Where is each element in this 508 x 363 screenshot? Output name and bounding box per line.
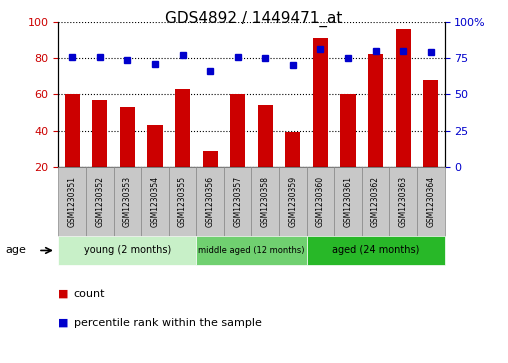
Bar: [92, 100, 107, 167]
Text: GSM1230353: GSM1230353: [123, 176, 132, 227]
Text: count: count: [74, 289, 105, 299]
Bar: [368, 54, 383, 167]
Text: percentile rank within the sample: percentile rank within the sample: [74, 318, 262, 328]
Text: GSM1230364: GSM1230364: [426, 176, 435, 227]
Bar: [258, 105, 273, 167]
Bar: [396, 29, 410, 167]
Text: ■: ■: [58, 289, 69, 299]
Bar: [423, 80, 438, 167]
Text: middle aged (12 months): middle aged (12 months): [198, 246, 305, 255]
Text: GSM1230359: GSM1230359: [289, 176, 297, 227]
Bar: [340, 94, 356, 167]
Bar: [147, 125, 163, 167]
Text: age: age: [5, 245, 26, 256]
Text: GSM1230357: GSM1230357: [233, 176, 242, 227]
Text: GSM1230354: GSM1230354: [150, 176, 160, 227]
Text: ■: ■: [58, 318, 69, 328]
Text: GSM1230352: GSM1230352: [96, 176, 104, 227]
Text: aged (24 months): aged (24 months): [332, 245, 419, 256]
Bar: [285, 132, 300, 167]
Text: GSM1230355: GSM1230355: [178, 176, 187, 227]
Text: GSM1230356: GSM1230356: [206, 176, 214, 227]
Bar: [313, 38, 328, 167]
Text: GSM1230360: GSM1230360: [316, 176, 325, 227]
Bar: [203, 151, 217, 167]
Bar: [175, 89, 190, 167]
Text: GSM1230363: GSM1230363: [399, 176, 407, 227]
Text: GSM1230351: GSM1230351: [68, 176, 77, 227]
Text: GSM1230358: GSM1230358: [261, 176, 270, 227]
Text: GSM1230361: GSM1230361: [343, 176, 353, 227]
Bar: [120, 107, 135, 167]
Text: young (2 months): young (2 months): [84, 245, 171, 256]
Bar: [230, 94, 245, 167]
Text: GSM1230362: GSM1230362: [371, 176, 380, 227]
Bar: [65, 94, 80, 167]
Text: GDS4892 / 1449471_at: GDS4892 / 1449471_at: [165, 11, 343, 27]
